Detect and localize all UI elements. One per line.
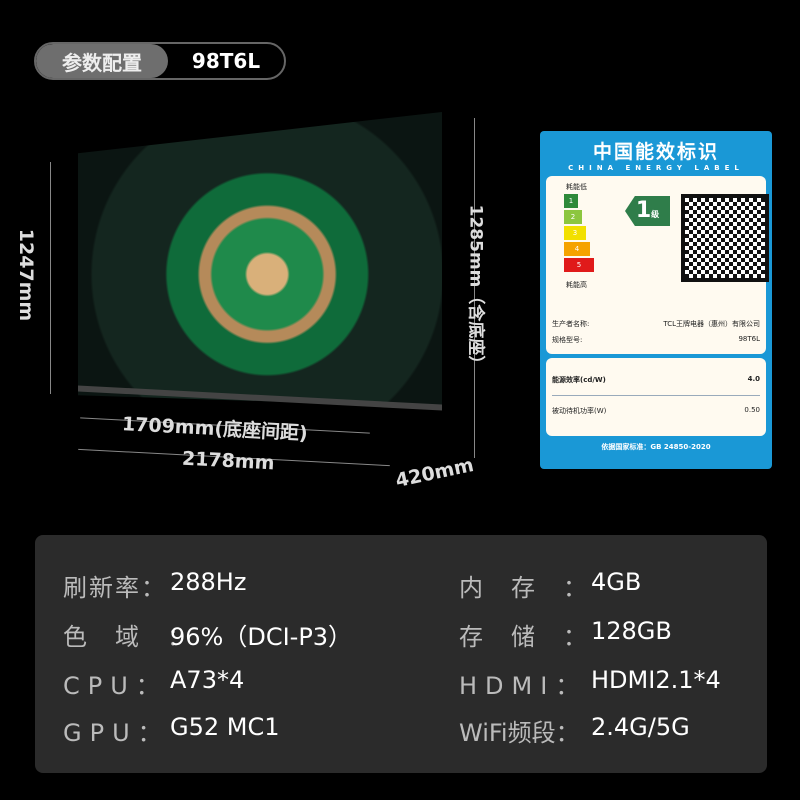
spec-key: HDMI： (459, 672, 588, 700)
height-stand-line (474, 118, 475, 458)
spec-key: WiFi频段： (459, 719, 580, 747)
standby: 0.50 (744, 406, 760, 414)
standby-label: 被动待机功率(W) (552, 407, 607, 415)
spec-value: G52 MC1 (170, 713, 280, 741)
spec-key: CPU： (63, 672, 168, 700)
stand-spacing: 1709mm(底座间距) (121, 413, 309, 445)
manufacturer: TCL王牌电器（惠州）有限公司 (663, 320, 760, 328)
spec-key: 刷新率： (63, 574, 167, 602)
efficiency: 4.0 (747, 375, 760, 383)
grade-arrow: 1级 (625, 196, 670, 226)
grade-bar: 1 (564, 194, 578, 208)
energy-label: 中国能效标识 CHINA ENERGY LABEL 耗能低 1 2 3 4 5 … (540, 131, 772, 469)
spec-value: 96%（DCI-P3） (170, 623, 353, 651)
model-spec: 98T6L (738, 335, 760, 343)
spec-key: GPU： (63, 719, 170, 747)
spec-value: 2.4G/5G (591, 713, 690, 741)
spec-key: 色 域 ： (63, 623, 193, 651)
energy-label-title: 中国能效标识 (592, 141, 719, 163)
manufacturer-label: 生产者名称: (552, 320, 590, 328)
low-consumption: 耗能低 (566, 183, 587, 191)
high-consumption: 耗能高 (566, 281, 587, 289)
grade-unit: 级 (651, 210, 660, 219)
depth: 420mm (393, 454, 476, 492)
grade-value: 1 (635, 198, 652, 223)
qr-code (681, 194, 769, 282)
grade-bar: 5 (564, 258, 594, 272)
section-tag: 参数配置 98T6L (34, 42, 286, 80)
grade-bars: 1 2 3 4 5 (564, 194, 594, 274)
model-spec-label: 规格型号: (552, 336, 583, 344)
efficiency-label: 能源效率(cd/W) (552, 376, 606, 384)
spec-panel: 刷新率： 288Hz 内 存 ： 4GB 色 域 ： 96%（DCI-P3） 存… (35, 535, 767, 773)
height-line (50, 162, 51, 394)
width: 2178mm (181, 447, 275, 475)
spec-value: A73*4 (170, 666, 245, 694)
spec-value: 4GB (591, 568, 642, 596)
grade-bar: 3 (564, 226, 586, 240)
grade-bar: 4 (564, 242, 590, 256)
spec-key: 内 存 ： (459, 574, 589, 602)
spec-value: 288Hz (170, 568, 247, 596)
grade-bar: 2 (564, 210, 582, 224)
standard: 依据国家标准：GB 24850-2020 (601, 443, 711, 451)
energy-label-subtitle: CHINA ENERGY LABEL (568, 164, 744, 172)
section-label: 参数配置 (36, 44, 168, 78)
model-label: 98T6L (191, 49, 261, 73)
height-with-stand: 1285mm（含底座） (465, 204, 486, 373)
spec-key: 存 储 ： (459, 623, 589, 651)
spec-value: 128GB (591, 617, 672, 645)
spec-value: HDMI2.1*4 (591, 666, 721, 694)
tv-image (78, 112, 442, 407)
height-no-stand: 1247mm (15, 228, 38, 322)
